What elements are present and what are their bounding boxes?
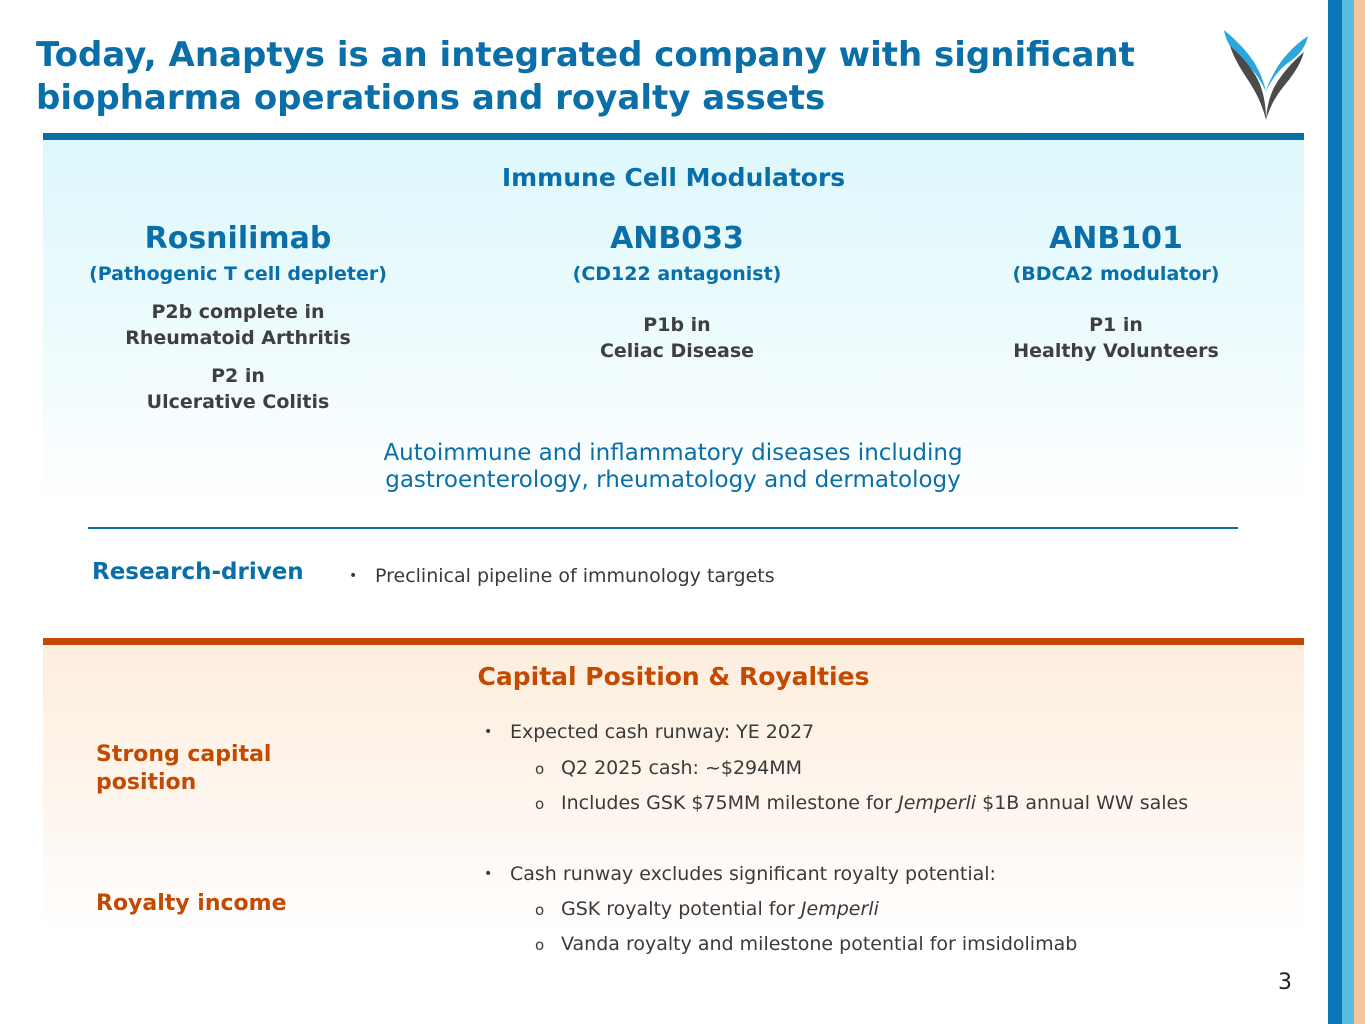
sub-bullet-marker: o [535, 936, 545, 954]
research-bullet: • Preclinical pipeline of immunology targ… [349, 565, 775, 587]
capital-section-heading: Capital Position & Royalties [477, 662, 870, 691]
program-mechanism: (BDCA2 modulator) [1012, 263, 1220, 285]
program-rosnilimab: Rosnilimab (Pathogenic T cell depleter) … [18, 221, 458, 415]
anaptys-logo-icon [1224, 30, 1308, 120]
page-number: 3 [1278, 970, 1292, 995]
bullet-marker: • [349, 568, 358, 584]
royalty-bullet: • Cash runway excludes significant royalt… [484, 863, 996, 885]
sub-bullet-marker: o [535, 901, 545, 919]
jemperli-italic: Jemperli [898, 792, 977, 814]
stage-line: P2 in [211, 365, 265, 387]
jemperli-italic: Jemperli [800, 898, 879, 920]
research-driven-label: Research-driven [92, 559, 304, 585]
bullet-marker: • [484, 724, 493, 740]
program-anb101: ANB101 (BDCA2 modulator) P1 in Healthy V… [896, 221, 1336, 364]
sub-bullet-marker: o [535, 760, 545, 778]
program-name: ANB033 [610, 221, 744, 256]
cash-sub-bullet-1: o Q2 2025 cash: ~$294MM [535, 757, 802, 779]
stage-line: Rheumatoid Arthritis [125, 327, 351, 349]
immune-panel-background [43, 133, 1304, 515]
strong-capital-label: Strong capital position [96, 741, 271, 797]
program-mechanism: (Pathogenic T cell depleter) [89, 263, 387, 285]
accent-strip-light-blue [1342, 0, 1354, 1024]
program-name: ANB101 [1049, 221, 1183, 256]
stage-line: P1 in [1089, 314, 1143, 336]
bullet-text: Q2 2025 cash: ~$294MM [561, 757, 803, 779]
stage-line: P2b complete in [151, 301, 325, 323]
section-divider [88, 527, 1238, 529]
stage-line: P1b in [643, 314, 711, 336]
bullet-marker: • [484, 866, 493, 882]
bullet-text-pre: Includes GSK $75MM milestone for [561, 792, 899, 814]
bullet-text-post: $1B annual WW sales [976, 792, 1189, 814]
bullet-text-pre: GSK royalty potential for [561, 898, 801, 920]
stage-line: Healthy Volunteers [1013, 340, 1219, 362]
bullet-text: Vanda royalty and milestone potential fo… [561, 933, 1078, 955]
cash-runway-bullet: • Expected cash runway: YE 2027 [484, 721, 814, 743]
sub-bullet-marker: o [535, 795, 545, 813]
bullet-text: Cash runway excludes significant royalty… [510, 863, 996, 885]
page-title: Today, Anaptys is an integrated company … [36, 34, 1186, 120]
program-mechanism: (CD122 antagonist) [572, 263, 782, 285]
cash-sub-bullet-2: o Includes GSK $75MM milestone for Jemper… [535, 792, 1188, 814]
disease-area-tagline: Autoimmune and inflammatory diseases inc… [290, 440, 1056, 494]
program-name: Rosnilimab [144, 221, 332, 256]
accent-strip-peach [1354, 0, 1365, 1024]
title-line-2: biopharma operations and royalty assets [36, 78, 826, 118]
stage-line: Ulcerative Colitis [146, 391, 330, 413]
stage-line: Celiac Disease [599, 340, 755, 362]
royalty-income-label: Royalty income [96, 891, 287, 916]
royalty-sub-bullet-2: o Vanda royalty and milestone potential f… [535, 933, 1077, 955]
strong-capital-line-2: position [96, 770, 197, 795]
royalty-sub-bullet-1: o GSK royalty potential for Jemperli [535, 898, 879, 920]
bullet-text: Expected cash runway: YE 2027 [510, 721, 815, 743]
accent-strip-dark-blue [1328, 0, 1342, 1024]
capital-panel-top-bar [43, 638, 1304, 645]
program-anb033: ANB033 (CD122 antagonist) P1b in Celiac … [457, 221, 897, 364]
tagline-line-2: gastroenterology, rheumatology and derma… [385, 467, 961, 493]
immune-section-heading: Immune Cell Modulators [501, 163, 846, 192]
strong-capital-line-1: Strong capital [96, 742, 272, 767]
title-line-1: Today, Anaptys is an integrated company … [36, 35, 1135, 75]
bullet-text: Preclinical pipeline of immunology targe… [375, 565, 775, 587]
tagline-line-1: Autoimmune and inflammatory diseases inc… [383, 440, 963, 466]
immune-panel-top-bar [43, 133, 1304, 140]
capital-panel-background [43, 640, 1304, 932]
